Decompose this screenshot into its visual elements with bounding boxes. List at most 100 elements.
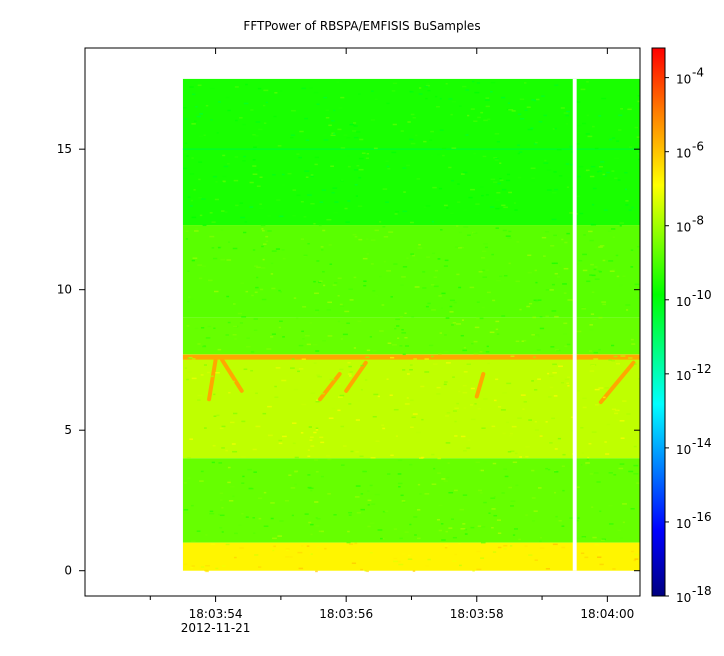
- noise-dot: [463, 371, 468, 373]
- noise-dot: [501, 188, 507, 191]
- noise-dot: [613, 474, 617, 476]
- noise-dot: [534, 269, 537, 272]
- noise-dot: [272, 537, 277, 540]
- noise-dot: [363, 280, 367, 282]
- noise-dot: [272, 549, 275, 552]
- noise-dot: [270, 502, 275, 504]
- noise-dot: [342, 81, 347, 83]
- noise-dot: [629, 146, 633, 148]
- noise-dot: [256, 266, 261, 269]
- noise-dot: [515, 280, 520, 283]
- noise-dot: [412, 254, 416, 257]
- noise-dot: [403, 191, 406, 193]
- noise-dot: [319, 201, 324, 203]
- noise-dot: [212, 175, 218, 178]
- noise-dot: [491, 425, 496, 428]
- noise-dot: [588, 350, 593, 352]
- noise-dot: [385, 160, 389, 163]
- noise-dot: [567, 299, 573, 301]
- noise-dot: [299, 130, 304, 133]
- noise-dot: [319, 280, 323, 283]
- noise-dot: [245, 516, 249, 518]
- noise-dot: [475, 203, 480, 205]
- noise-dot: [347, 373, 352, 375]
- noise-dot: [575, 143, 580, 145]
- noise-dot: [221, 425, 226, 428]
- noise-dot: [322, 340, 326, 342]
- noise-dot: [596, 170, 599, 173]
- noise-dot: [557, 437, 562, 440]
- noise-dot: [526, 106, 531, 108]
- noise-dot: [200, 470, 204, 473]
- noise-dot: [213, 290, 219, 293]
- noise-dot: [322, 229, 326, 232]
- noise-dot: [216, 132, 219, 134]
- noise-dot: [325, 116, 330, 119]
- noise-dot: [539, 536, 543, 539]
- noise-dot: [466, 363, 471, 366]
- noise-dot: [241, 513, 244, 515]
- noise-dot: [281, 173, 285, 176]
- noise-dot: [409, 91, 414, 93]
- noise-dot: [273, 115, 277, 118]
- noise-dot: [324, 547, 327, 550]
- noise-dot: [258, 207, 264, 210]
- noise-dot: [580, 88, 586, 91]
- chorus-element-1: [220, 357, 244, 393]
- noise-dot: [191, 358, 196, 360]
- noise-dot: [252, 134, 256, 136]
- noise-dot: [221, 531, 224, 533]
- noise-dot: [255, 392, 258, 395]
- colorbar-tick-exponent: -6: [692, 140, 704, 154]
- noise-dot: [434, 269, 439, 272]
- noise-dot: [591, 291, 595, 293]
- noise-dot: [608, 260, 614, 262]
- noise-dot: [480, 492, 483, 494]
- noise-dot: [184, 512, 190, 514]
- noise-dot: [187, 457, 191, 459]
- noise-dot: [584, 170, 589, 172]
- colorbar-tick-exponent: -8: [692, 214, 704, 228]
- noise-dot: [348, 365, 352, 368]
- noise-dot: [292, 422, 297, 424]
- noise-dot: [613, 412, 619, 415]
- noise-dot: [460, 528, 466, 530]
- noise-dot: [320, 246, 324, 248]
- noise-dot: [361, 152, 366, 154]
- noise-dot: [240, 216, 246, 219]
- noise-dot: [633, 464, 639, 467]
- noise-dot: [252, 173, 258, 176]
- noise-dot: [628, 357, 633, 359]
- noise-dot: [390, 356, 395, 359]
- noise-dot: [462, 391, 468, 394]
- noise-dot: [253, 329, 258, 332]
- noise-dot: [439, 97, 442, 100]
- noise-dot: [563, 333, 567, 335]
- noise-dot: [510, 450, 515, 452]
- noise-dot: [535, 281, 538, 284]
- noise-dot: [634, 283, 640, 286]
- noise-dot: [228, 500, 234, 502]
- noise-dot: [313, 280, 316, 283]
- noise-dot: [549, 386, 554, 389]
- noise-dot: [622, 521, 625, 524]
- noise-dot: [250, 369, 254, 372]
- noise-dot: [495, 227, 499, 229]
- noise-dot: [581, 307, 586, 309]
- noise-dot: [285, 549, 289, 551]
- noise-dot: [325, 109, 330, 112]
- noise-dot: [370, 263, 374, 265]
- noise-dot: [495, 199, 500, 201]
- noise-dot: [541, 95, 545, 97]
- noise-dot: [424, 371, 430, 373]
- noise-dot: [508, 108, 514, 111]
- noise-dot: [482, 269, 485, 272]
- noise-dot: [255, 286, 259, 289]
- noise-dot: [404, 312, 407, 315]
- noise-dot: [608, 180, 613, 183]
- noise-dot: [366, 238, 369, 240]
- noise-dot: [278, 326, 282, 329]
- noise-dot: [454, 553, 457, 556]
- noise-dot: [337, 128, 342, 131]
- noise-dot: [310, 202, 315, 205]
